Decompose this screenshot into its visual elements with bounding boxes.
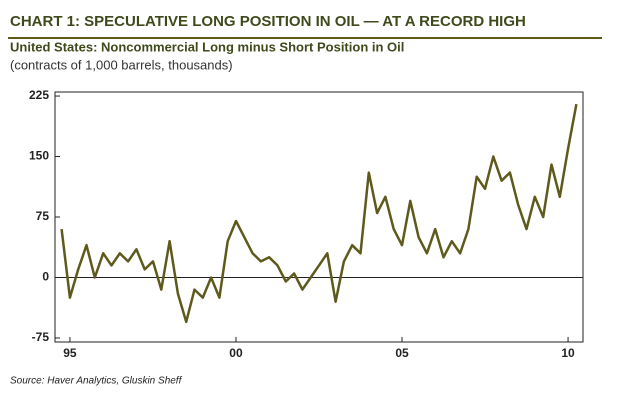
chart-subtitle: United States: Noncommercial Long minus …: [10, 39, 404, 54]
x-tick-label: 00: [229, 346, 243, 360]
y-tick-label: 225: [29, 88, 49, 102]
y-axis-label: (contracts of 1,000 barrels, thousands): [10, 57, 233, 72]
plot-frame: [54, 91, 584, 343]
data-line: [60, 103, 578, 324]
chart-title: CHART 1: SPECULATIVE LONG POSITION IN OI…: [10, 13, 526, 30]
x-tick-label: 10: [561, 346, 575, 360]
source: Source: Haver Analytics, Gluskin Sheff: [10, 376, 183, 387]
y-tick-label: 150: [29, 149, 49, 163]
x-tick-label: 05: [395, 346, 409, 360]
x-tick-label: 95: [63, 346, 77, 360]
y-tick-label: 0: [42, 270, 49, 284]
y-tick-label: -75: [32, 330, 50, 344]
y-tick-label: 75: [36, 209, 50, 223]
